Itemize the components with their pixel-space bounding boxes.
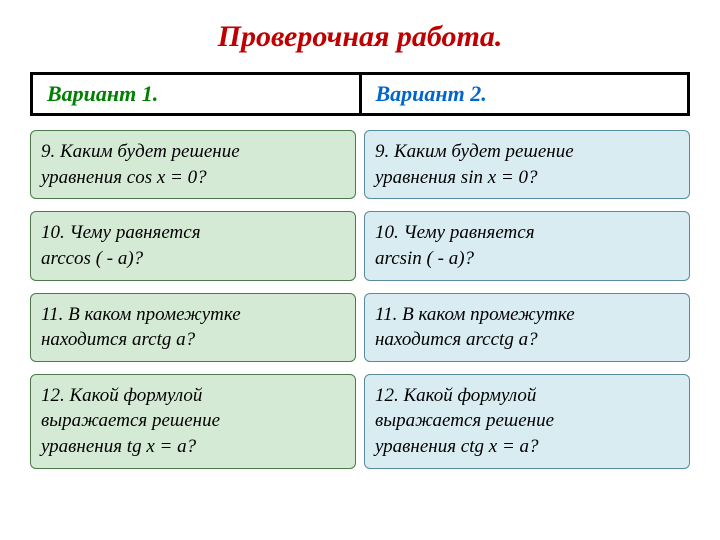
variant1-question-9: 9. Каким будет решение уравнения cos x =…	[30, 130, 356, 199]
variant1-column: 9. Каким будет решение уравнения cos x =…	[30, 130, 356, 469]
questions-columns: 9. Каким будет решение уравнения cos x =…	[30, 130, 690, 469]
variant-header-row: Вариант 1. Вариант 2.	[30, 72, 690, 116]
variant2-question-10: 10. Чему равняется arcsin ( - a)?	[364, 211, 690, 280]
variant2-question-11: 11. В каком промежутке находится arcctg …	[364, 293, 690, 362]
variant1-question-10: 10. Чему равняется arccos ( - a)?	[30, 211, 356, 280]
variant1-header: Вариант 1.	[33, 75, 362, 113]
question-text: 10. Чему равняется arcsin ( - a)?	[375, 220, 535, 271]
variant2-column: 9. Каким будет решение уравнения sin x =…	[364, 130, 690, 469]
question-text: 12. Какой формулой выражается решение ур…	[41, 383, 220, 460]
question-text: 11. В каком промежутке находится arcctg …	[375, 302, 575, 353]
question-text: 9. Каким будет решение уравнения sin x =…	[375, 139, 574, 190]
question-text: 9. Каким будет решение уравнения cos x =…	[41, 139, 240, 190]
page-title: Проверочная работа.	[30, 20, 690, 54]
variant2-question-9: 9. Каким будет решение уравнения sin x =…	[364, 130, 690, 199]
variant1-question-12: 12. Какой формулой выражается решение ур…	[30, 374, 356, 469]
variant1-question-11: 11. В каком промежутке находится arctg a…	[30, 293, 356, 362]
question-text: 12. Какой формулой выражается решение ур…	[375, 383, 554, 460]
variant2-header: Вариант 2.	[362, 75, 688, 113]
question-text: 11. В каком промежутке находится arctg a…	[41, 302, 241, 353]
question-text: 10. Чему равняется arccos ( - a)?	[41, 220, 201, 271]
variant2-question-12: 12. Какой формулой выражается решение ур…	[364, 374, 690, 469]
